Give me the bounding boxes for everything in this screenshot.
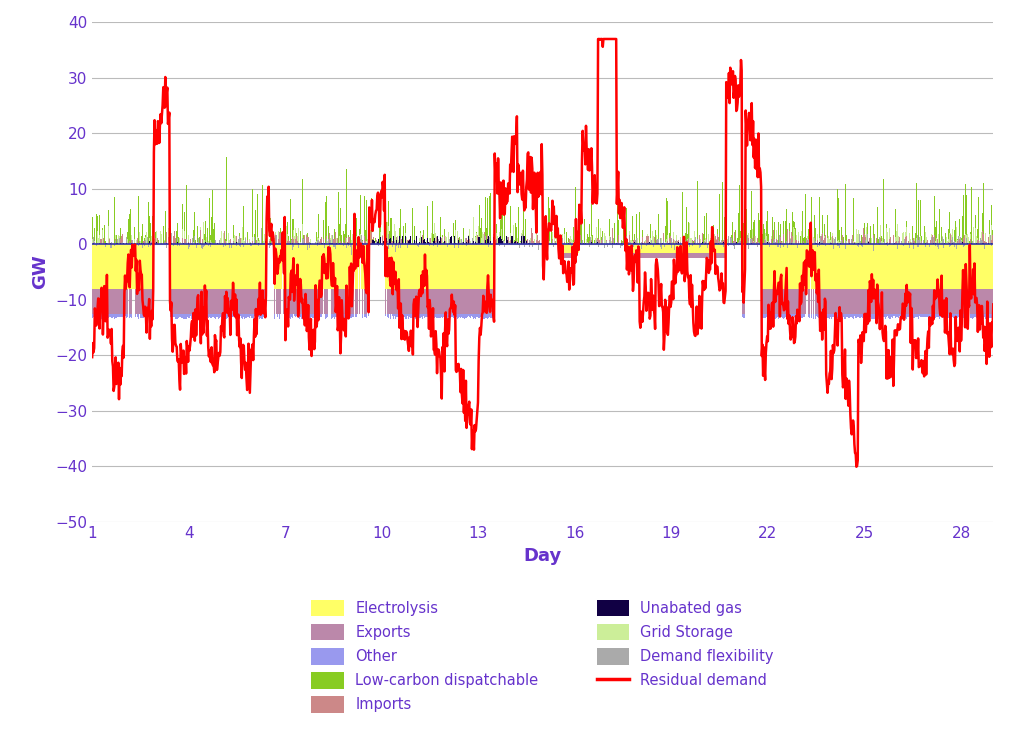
Residual demand <box>850 463 862 472</box>
Line: Residual demand: Residual demand <box>92 39 993 467</box>
X-axis label: Day: Day <box>523 547 562 565</box>
Residual demand <box>387 258 399 267</box>
Residual demand <box>592 34 604 43</box>
Residual demand <box>86 352 98 361</box>
Residual demand <box>894 324 906 333</box>
Residual demand <box>614 206 627 215</box>
Residual demand <box>987 300 999 309</box>
Residual demand <box>659 302 672 311</box>
Residual demand <box>757 340 769 349</box>
Residual demand <box>282 305 294 314</box>
Legend: Electrolysis, Exports, Other, Low-carbon dispatchable, Imports, Unabated gas, Gr: Electrolysis, Exports, Other, Low-carbon… <box>305 594 780 719</box>
Y-axis label: GW: GW <box>32 255 49 289</box>
